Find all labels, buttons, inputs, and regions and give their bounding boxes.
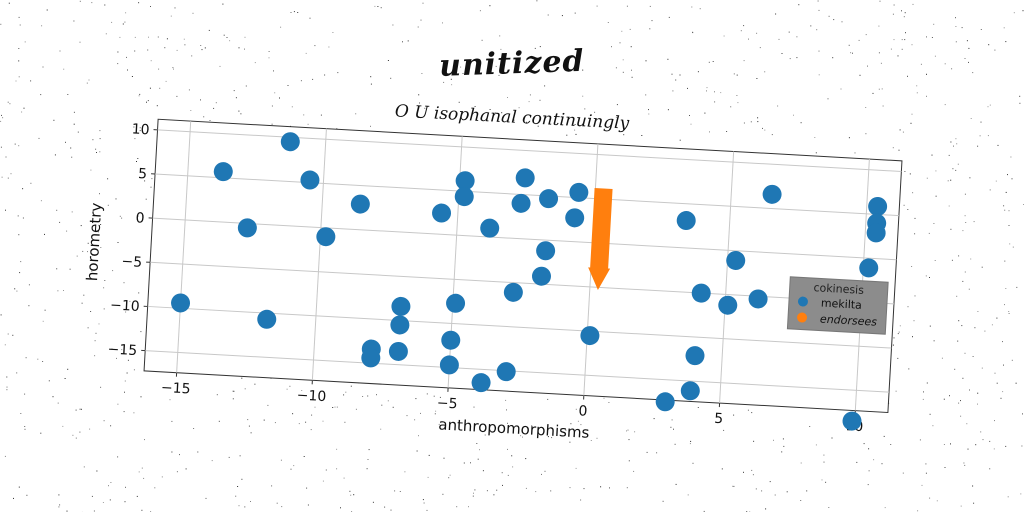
data-point [680, 381, 700, 401]
data-point [569, 182, 589, 202]
data-point [842, 411, 862, 431]
arrow-shape [588, 187, 613, 290]
data-point [655, 392, 675, 412]
data-point [171, 293, 191, 313]
data-point [685, 346, 705, 366]
y-tick-label: 10 [131, 121, 150, 138]
y-axis-label: horometry [83, 202, 105, 281]
data-point [237, 218, 257, 238]
data-point [496, 362, 516, 382]
data-point [565, 208, 585, 228]
y-tick-label: −5 [121, 254, 143, 271]
grid-line-x [311, 128, 327, 381]
x-tick-label: 0 [578, 403, 588, 419]
legend-marker-mekilta [797, 296, 808, 307]
x-axis-label: anthropomorphisms [438, 415, 590, 441]
data-point [454, 187, 474, 207]
data-point [866, 223, 886, 243]
grid-line-x [176, 121, 192, 373]
data-point [726, 250, 746, 270]
x-tick-label: 5 [714, 411, 724, 427]
data-point [539, 189, 559, 209]
data-point [511, 193, 531, 213]
data-point [515, 168, 535, 188]
grid-line-y [155, 173, 899, 217]
data-point [480, 218, 500, 238]
data-point [213, 162, 233, 182]
legend: cokinesis mekilta endorsees [786, 276, 889, 335]
legend-box [786, 276, 889, 335]
x-tick-label: −15 [161, 380, 191, 398]
grid-line-y [145, 350, 890, 393]
data-point [531, 266, 551, 286]
data-point [691, 283, 711, 303]
y-tick-label: −15 [107, 341, 137, 359]
data-point [391, 296, 411, 316]
grid-line-y [152, 217, 897, 261]
data-point [316, 227, 336, 247]
endorsees-arrow [588, 187, 613, 290]
y-axis: −15 −10 −5 0 5 10 [107, 121, 158, 359]
data-point [257, 309, 277, 329]
grid-line-y [157, 129, 902, 172]
x-tick-label: −10 [296, 387, 326, 405]
data-point [441, 330, 461, 350]
data-point [868, 196, 888, 216]
y-tick-label: −10 [110, 297, 140, 315]
legend-label-endorsees: endorsees [820, 313, 878, 329]
legend-title: cokinesis [813, 281, 864, 297]
data-point [300, 170, 320, 190]
data-point [580, 326, 600, 346]
data-point [361, 348, 381, 368]
data-points [171, 132, 888, 431]
y-tick-label: 0 [135, 210, 145, 226]
grid-line-x [719, 151, 735, 404]
legend-marker-endorsees [797, 312, 808, 323]
data-point [446, 293, 466, 313]
data-point [439, 355, 459, 375]
data-point [471, 373, 491, 393]
legend-label-mekilta: mekilta [821, 297, 863, 312]
data-point [748, 289, 768, 309]
data-point [390, 315, 410, 335]
data-point [280, 132, 300, 152]
x-tick-label: −5 [436, 395, 458, 412]
grid-line-y [150, 261, 894, 305]
grid-lines [145, 121, 902, 411]
data-point [503, 282, 523, 302]
y-tick-label: 5 [138, 166, 148, 182]
data-point [676, 211, 696, 231]
data-point [762, 184, 782, 204]
data-point [455, 171, 475, 191]
data-point [432, 203, 452, 223]
data-point [536, 241, 556, 261]
data-point [859, 258, 879, 278]
data-point [350, 194, 370, 214]
plot-area [143, 118, 903, 413]
data-point [388, 341, 408, 361]
data-point [718, 295, 738, 315]
